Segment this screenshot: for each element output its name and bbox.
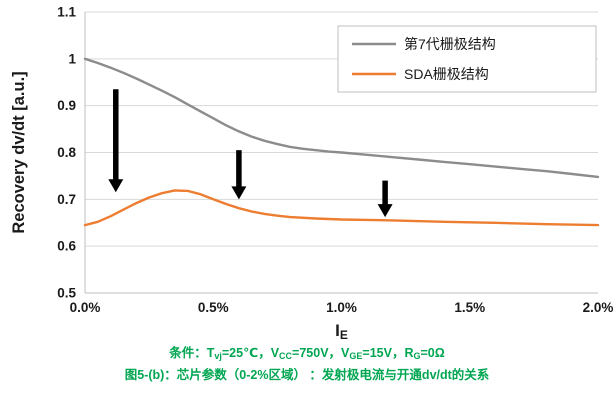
arrow-annotation-head (377, 204, 393, 218)
y-axis-title: Recovery dv/dt [a.u.] (10, 71, 28, 233)
arrow-annotation-head (231, 186, 247, 200)
caption-text: =15V，R (362, 346, 414, 360)
x-tick-label: 0.5% (198, 300, 229, 315)
y-tick-label: 0.5 (57, 286, 76, 301)
x-tick-label: 0.0% (70, 300, 101, 315)
x-tick-label: 2.0% (583, 300, 614, 315)
recovery-dvdt-line-chart: 0.5 0.6 0.7 0.8 0.9 1 1.1 0.0% 0.5% 1.0% 1.5% 2.0% 第… (10, 5, 614, 343)
y-tick-label: 0.6 (57, 239, 76, 254)
caption-subscript: CC (279, 351, 293, 361)
y-tick-label: 1 (68, 51, 76, 66)
x-tick-label: 1.5% (454, 300, 485, 315)
figure-caption: 图5-(b)：芯片参数（0-2%区域） ：发射极电流与开通dv/dt的关系 (0, 366, 614, 385)
legend-label-1: SDA栅极结构 (404, 66, 489, 82)
legend-box (337, 25, 597, 93)
caption-text: =0Ω (420, 346, 445, 360)
series-line-1 (83, 189, 600, 227)
caption-text: 条件：T (169, 346, 215, 360)
caption-text: 图5-(b)：芯片参数（0-2%区域） ：发射极电流与开通dv/dt的关系 (124, 368, 490, 382)
caption-text: =750V，V (292, 346, 350, 360)
condition-caption: 条件：Tvj=25℃，VCC=750V，VGE=15V，RG=0Ω (0, 344, 614, 366)
caption-text: =25℃，V (221, 346, 280, 360)
y-tick-label: 0.9 (57, 98, 76, 113)
x-axis-title: IE (335, 321, 348, 342)
chart-captions: 条件：Tvj=25℃，VCC=750V，VGE=15V，RG=0Ω 图5-(b)… (0, 344, 614, 385)
caption-subscript: vj (214, 351, 222, 361)
y-tick-label: 0.7 (57, 192, 76, 207)
caption-subscript: G (413, 351, 421, 361)
y-tick-label: 0.8 (57, 145, 76, 160)
y-tick-label: 1.1 (57, 5, 76, 20)
series-line-0 (83, 57, 600, 179)
x-tick-label: 1.0% (326, 300, 357, 315)
caption-subscript: GE (349, 351, 363, 361)
legend-label-0: 第7代栅极结构 (404, 36, 496, 52)
arrow-annotation-head (108, 179, 124, 193)
